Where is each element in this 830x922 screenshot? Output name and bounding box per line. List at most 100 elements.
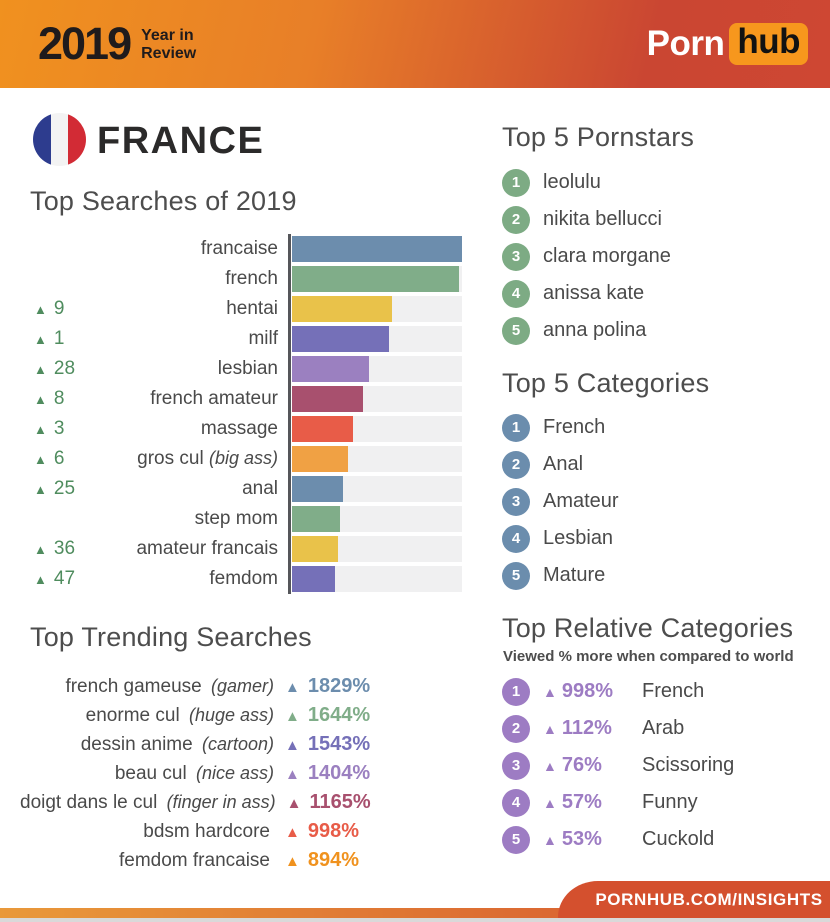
year-tagline-line1: Year in — [141, 27, 194, 45]
chart-row: 9 hentai — [20, 294, 462, 324]
up-arrow-icon — [285, 762, 300, 785]
up-arrow-icon — [285, 849, 300, 872]
trending-growth-value: 1644% — [285, 704, 380, 727]
relative-percent-value: 998% — [543, 680, 629, 703]
up-arrow-icon — [543, 754, 557, 777]
chart-row: 1 milf — [20, 324, 462, 354]
pornhub-logo: Porn hub — [647, 22, 808, 66]
top-searches-title: Top Searches of 2019 — [30, 186, 297, 216]
relative-category-name: Cuckold — [642, 828, 715, 850]
trending-term-translation: (finger in ass) — [166, 791, 276, 812]
search-term-label: gros cul (big ass) — [82, 448, 278, 470]
rank-badge: 1 — [502, 413, 530, 442]
relative-categories-list: 1 998% French 2 112% Arab 3 76% Scissori… — [502, 673, 734, 858]
up-arrow-icon — [285, 820, 300, 843]
trending-percent-text: 1543% — [307, 733, 371, 755]
relative-percent-text: 53% — [561, 828, 602, 850]
categories-title: Top 5 Categories — [502, 368, 710, 398]
rank-badge: 1 — [502, 168, 530, 197]
up-arrow-icon — [285, 704, 300, 727]
search-term-text: anal — [242, 478, 278, 499]
trending-list: french gameuse (gamer) 1829% enorme cul … — [20, 672, 380, 875]
trending-row: femdom francaise 894% — [20, 846, 380, 875]
category-name: Lesbian — [543, 527, 614, 549]
relative-percent-text: 112% — [561, 717, 612, 739]
rank-badge: 2 — [502, 450, 530, 479]
rank-change: 36 — [20, 538, 82, 560]
trending-row: doigt dans le cul (finger in ass) 1165% — [20, 788, 380, 817]
pornstar-name: nikita bellucci — [543, 208, 662, 230]
chart-row: 6 gros cul (big ass) — [20, 444, 462, 474]
up-arrow-icon — [34, 478, 47, 500]
bar-track — [292, 356, 462, 382]
header-banner: 2019 Year in Review Porn hub — [0, 0, 830, 88]
trending-row: french gameuse (gamer) 1829% — [20, 672, 380, 701]
pornstar-name: anna polina — [543, 319, 647, 341]
pornstar-row: 3 clara morgane — [502, 238, 671, 275]
country-title: FRANCE — [97, 120, 265, 162]
rank-change-value: 3 — [53, 418, 65, 439]
trending-term-text: femdom francaise — [118, 849, 270, 871]
chart-row: 3 massage — [20, 414, 462, 444]
up-arrow-icon — [285, 675, 300, 698]
trending-term-text: french gameuse — [65, 675, 202, 697]
trending-term-label: enorme cul (huge ass) — [86, 705, 274, 727]
category-row: 4 Lesbian — [502, 520, 619, 557]
search-term-label: milf — [82, 328, 278, 350]
trending-term-translation: (huge ass) — [188, 704, 274, 725]
trending-term-label: bdsm hardcore — [143, 821, 274, 843]
bar — [292, 356, 369, 382]
search-term-text: femdom — [209, 568, 278, 589]
rank-change: 1 — [20, 328, 82, 350]
category-row: 1 French — [502, 409, 619, 446]
trending-term-label: beau cul (nice ass) — [115, 763, 274, 785]
pornhub-logo-hub: hub — [729, 22, 808, 66]
trending-percent-text: 1404% — [307, 762, 371, 784]
category-row: 2 Anal — [502, 446, 619, 483]
category-name: French — [543, 416, 606, 438]
up-arrow-icon — [543, 680, 557, 703]
trending-growth-value: 894% — [285, 849, 380, 872]
relative-category-name: French — [642, 680, 705, 702]
rank-change: 8 — [20, 388, 82, 410]
trending-term-text: dessin anime — [80, 733, 193, 755]
chart-axis-line — [288, 234, 291, 594]
trending-term-translation: (nice ass) — [195, 762, 274, 783]
up-arrow-icon — [34, 418, 47, 440]
year-tagline-line2: Review — [141, 45, 197, 62]
trending-term-text: doigt dans le cul — [20, 791, 158, 813]
relative-percent-text: 57% — [561, 791, 602, 813]
categories-list: 1 French 2 Anal 3 Amateur 4 Lesbian 5 Ma… — [502, 409, 619, 594]
bar-track — [292, 266, 462, 292]
trending-percent-text: 1644% — [307, 704, 371, 726]
insights-url: PORNHUB.COM/INSIGHTS — [595, 889, 823, 909]
relative-percent-text: 76% — [561, 754, 602, 776]
pornstars-list: 1 leolulu 2 nikita bellucci 3 clara morg… — [502, 164, 671, 349]
search-term-label: massage — [82, 418, 278, 440]
search-term-text: milf — [248, 328, 278, 349]
rank-badge: 2 — [502, 205, 530, 234]
chart-row: step mom — [20, 504, 462, 534]
rank-change-value: 9 — [53, 298, 65, 319]
rank-change-value: 47 — [53, 568, 76, 589]
search-term-text: massage — [200, 418, 278, 439]
chart-row: 36 amateur francais — [20, 534, 462, 564]
rank-change-value: 28 — [53, 358, 76, 379]
bar-track — [292, 476, 462, 502]
bar — [292, 266, 459, 292]
chart-row: 25 anal — [20, 474, 462, 504]
bar-track — [292, 326, 462, 352]
up-arrow-icon — [285, 733, 300, 756]
chart-row: francaise — [20, 234, 462, 264]
france-flag-icon — [33, 113, 86, 166]
relative-category-name: Funny — [642, 791, 698, 813]
rank-badge: 4 — [502, 788, 530, 817]
bar-track — [292, 536, 462, 562]
relative-categories-title: Top Relative Categories — [502, 613, 794, 643]
search-term-label: francaise — [82, 238, 278, 260]
relative-percent-value: 112% — [543, 717, 629, 740]
pornstar-name: anissa kate — [543, 282, 645, 304]
rank-badge: 5 — [502, 561, 530, 590]
rank-badge: 4 — [502, 279, 530, 308]
trending-growth-value: 1404% — [285, 762, 380, 785]
